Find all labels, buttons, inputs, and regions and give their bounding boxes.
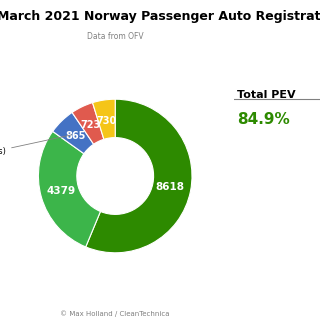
Text: 723: 723 xyxy=(81,120,101,131)
Text: 730: 730 xyxy=(97,116,117,125)
Wedge shape xyxy=(72,103,104,144)
Text: © Max Holland / CleanTechnica: © Max Holland / CleanTechnica xyxy=(60,310,170,317)
Text: (less): (less) xyxy=(0,135,72,156)
Text: 84.9%: 84.9% xyxy=(237,112,290,127)
Text: Total PEV: Total PEV xyxy=(237,90,295,100)
Text: 8618: 8618 xyxy=(156,182,185,192)
Text: 4379: 4379 xyxy=(47,187,76,196)
Wedge shape xyxy=(53,112,94,154)
Text: 865: 865 xyxy=(66,131,86,141)
Wedge shape xyxy=(86,99,192,253)
Text: Data from OFV: Data from OFV xyxy=(87,32,143,41)
Wedge shape xyxy=(38,132,100,247)
Text: March 2021 Norway Passenger Auto Registrations: March 2021 Norway Passenger Auto Registr… xyxy=(0,10,320,23)
Wedge shape xyxy=(92,99,115,139)
